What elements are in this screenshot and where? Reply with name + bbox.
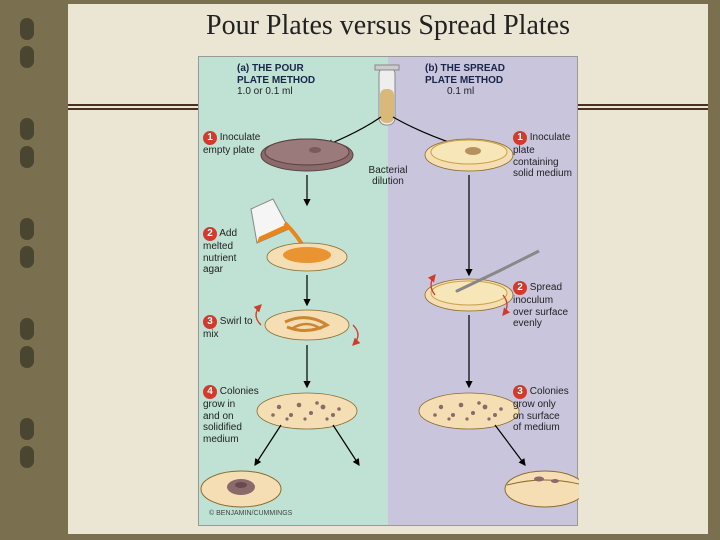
plate-b1-icon [425, 139, 513, 171]
step-a2: 2 Add melted nutrient agar [203, 227, 263, 276]
figure: (a) THE POUR PLATE METHOD 1.0 or 0.1 ml … [198, 56, 578, 526]
plate-a3-icon [265, 310, 349, 340]
center-label: Bacterial dilution [363, 165, 413, 187]
page-title: Pour Plates versus Spread Plates [68, 4, 708, 42]
step-a3: 3 Swirl to mix [203, 315, 263, 341]
xsection-b-icon [505, 471, 579, 507]
plate-a1-icon [261, 139, 353, 171]
step-a1: 1 Inoculate empty plate [203, 131, 263, 157]
slide: Pour Plates versus Spread Plates (a) THE… [68, 4, 708, 534]
plate-a4-icon [257, 393, 357, 429]
plate-b3-icon [419, 393, 519, 429]
step-b2: 2 Spread inoculum over surface evenly [513, 281, 577, 330]
test-tube-icon [375, 65, 399, 125]
step-a4: 4 Colonies grow in and on solidified med… [203, 385, 263, 445]
xsection-a-icon [201, 471, 281, 507]
plate-a2-icon [267, 243, 347, 271]
step-b3: 3 Colonies grow only on surface of mediu… [513, 385, 577, 434]
copyright: © BENJAMIN/CUMMINGS [209, 510, 292, 517]
step-b1: 1 Inoculate plate containing solid mediu… [513, 131, 577, 180]
binder-holes [20, 0, 56, 540]
